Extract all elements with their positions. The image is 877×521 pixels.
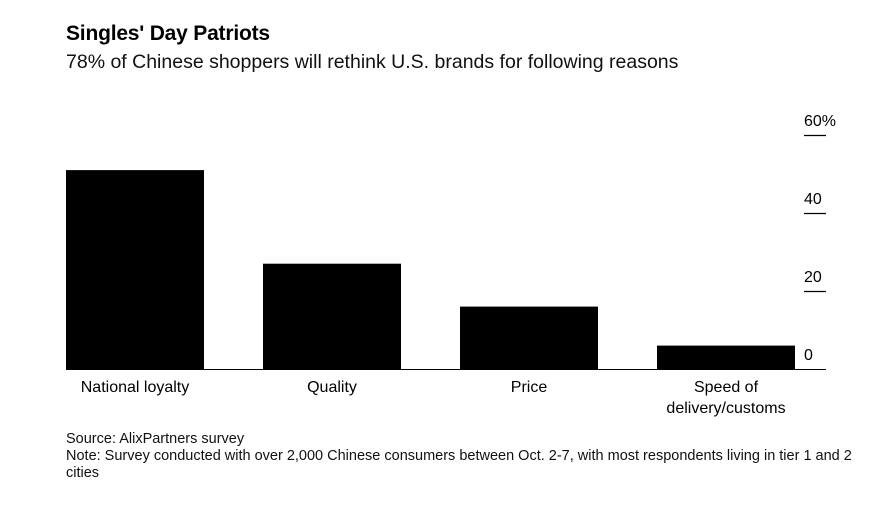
- source-note: Source: AlixPartners survey: [66, 431, 245, 447]
- y-tick-label-1: 20: [804, 269, 822, 286]
- bar-3: [657, 345, 795, 369]
- y-tick-label-2: 40: [804, 191, 822, 208]
- bar-1: [263, 263, 401, 369]
- bar-0: [66, 170, 204, 369]
- chart-subtitle: 78% of Chinese shoppers will rethink U.S…: [66, 51, 679, 73]
- category-label-2: Price: [511, 379, 548, 396]
- bar-chart: National loyalty Quality Price Speed of deli…: [66, 113, 836, 417]
- chart-footer: Source: AlixPartners survey Note: Survey…: [66, 431, 856, 482]
- y-tick-label-0: 0: [804, 347, 813, 364]
- category-label-3: Speed of delivery/customs: [666, 379, 785, 417]
- category-label-0: National loyalty: [81, 379, 190, 396]
- methodology-note: Note: Survey conducted with over 2,000 C…: [66, 448, 852, 481]
- y-tick-label-3: 60%: [804, 113, 836, 130]
- category-label-1: Quality: [307, 379, 357, 396]
- bar-2: [460, 306, 598, 369]
- chart-title: Singles' Day Patriots: [66, 22, 270, 45]
